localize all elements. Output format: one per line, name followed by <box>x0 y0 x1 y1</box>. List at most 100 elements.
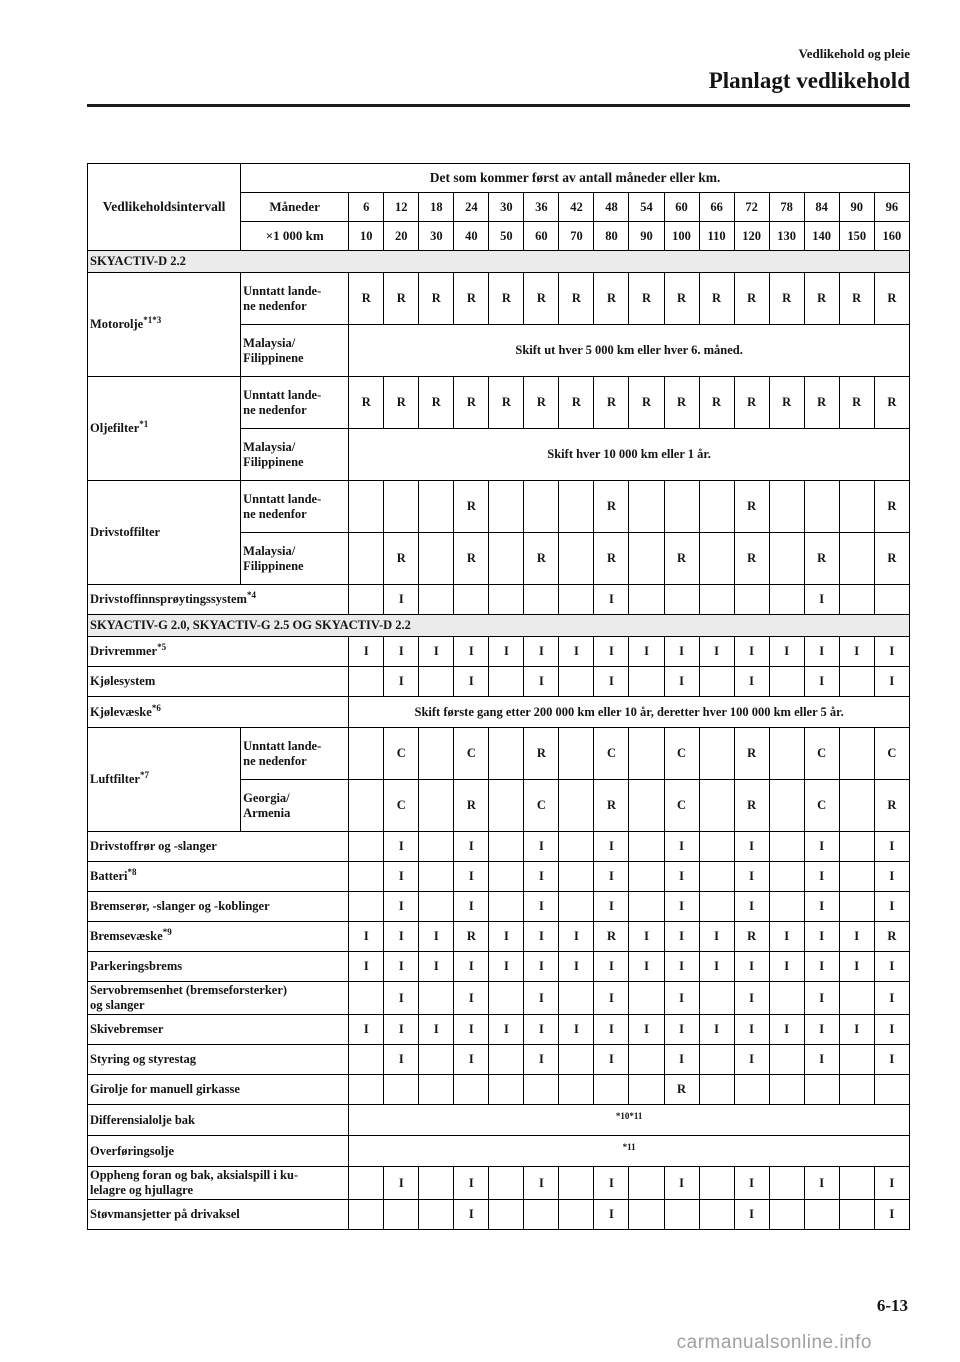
interval-mark: I <box>873 636 911 667</box>
interval-mark: I <box>663 666 700 697</box>
interval-mark: R <box>523 376 560 429</box>
interval-mark <box>628 831 665 862</box>
interval-mark: I <box>593 861 630 892</box>
interval-mark: I <box>733 636 770 667</box>
interval-mark: I <box>663 1166 700 1200</box>
interval-mark: I <box>873 1044 911 1075</box>
row-label: Motorolje*1*3 <box>86 272 242 377</box>
interval-mark <box>453 584 490 615</box>
interval-mark <box>558 1044 595 1075</box>
interval-mark: I <box>593 1199 630 1230</box>
interval-mark: R <box>418 272 455 325</box>
breadcrumb: Vedlikehold og pleie <box>798 46 910 61</box>
interval-mark: I <box>803 831 840 862</box>
interval-mark <box>418 480 455 533</box>
interval-mark: I <box>663 921 700 952</box>
page-number: 6-13 <box>876 1296 908 1315</box>
interval-mark <box>768 1074 805 1105</box>
interval-mark <box>698 779 735 832</box>
interval-mark: I <box>523 636 560 667</box>
table-row: Overføringsolje *11 <box>86 1135 910 1167</box>
interval-mark: I <box>803 584 840 615</box>
interval-mark: I <box>628 636 665 667</box>
month-value: 96 <box>873 192 911 222</box>
interval-note: Skift hver 10 000 km eller 1 år. <box>348 428 910 481</box>
interval-mark <box>558 1166 595 1200</box>
interval-mark: R <box>348 376 385 429</box>
interval-mark: I <box>383 584 420 615</box>
row-label: Oppheng foran og bak, aksialspill i ku-l… <box>86 1166 350 1200</box>
row-label: Drivstoffrør og -slanger <box>86 831 350 862</box>
manual-page: Vedlikehold og pleie Planlagt vedlikehol… <box>86 0 911 1230</box>
interval-mark: I <box>873 981 911 1015</box>
interval-mark <box>838 727 875 780</box>
interval-mark: I <box>838 921 875 952</box>
interval-mark: I <box>348 636 385 667</box>
interval-mark <box>558 861 595 892</box>
interval-mark: I <box>453 1044 490 1075</box>
km-value: 110 <box>698 221 735 251</box>
interval-mark <box>558 779 595 832</box>
interval-mark: I <box>593 1044 630 1075</box>
interval-mark: C <box>663 779 700 832</box>
interval-mark <box>663 1199 700 1230</box>
interval-mark: R <box>558 272 595 325</box>
interval-mark <box>348 1044 385 1075</box>
interval-mark: I <box>558 1014 595 1045</box>
interval-mark: I <box>593 831 630 862</box>
row-label: Drivstoffilter <box>86 480 242 585</box>
interval-mark <box>348 831 385 862</box>
interval-mark: I <box>488 921 525 952</box>
interval-mark <box>873 584 911 615</box>
interval-mark: I <box>663 861 700 892</box>
interval-mark <box>628 666 665 697</box>
km-value: 150 <box>838 221 875 251</box>
row-label: Kjølesystem <box>86 666 350 697</box>
interval-mark <box>838 1166 875 1200</box>
section-label: SKYACTIV-G 2.0, SKYACTIV-G 2.5 OG SKYACT… <box>87 614 910 637</box>
interval-mark: I <box>488 1014 525 1045</box>
row-label: Girolje for manuell girkasse <box>86 1074 350 1105</box>
table-row: Malaysia/Filippinene Skift hver 10 000 km… <box>88 428 910 481</box>
table-row: Støvmansjetter på drivaksel I I I I <box>86 1199 911 1230</box>
maintenance-table-head: Vedlikeholdsintervall Det som kommer førs… <box>86 163 911 251</box>
span-header: Det som kommer først av antall måneder e… <box>240 163 910 193</box>
table-row: Styring og styrestag I I I I I I I I <box>86 1044 911 1075</box>
interval-mark <box>593 1074 630 1105</box>
interval-mark: R <box>873 272 911 325</box>
interval-mark <box>698 1074 735 1105</box>
interval-mark: I <box>838 1014 875 1045</box>
month-value: 24 <box>453 192 490 222</box>
sub-label: Georgia/Armenia <box>240 779 350 832</box>
interval-mark: R <box>803 376 840 429</box>
interval-mark: R <box>698 272 735 325</box>
month-value: 90 <box>838 192 875 222</box>
interval-mark: I <box>733 1044 770 1075</box>
interval-mark: I <box>383 951 420 982</box>
row-label: Drivstoffinnsprøytingssystem*4 <box>86 584 350 615</box>
interval-mark: R <box>523 532 560 585</box>
interval-mark: R <box>453 921 490 952</box>
interval-mark <box>698 891 735 922</box>
header-row-months: Måneder 6 12 18 24 30 36 42 48 54 60 66 72 78 84 90 96 <box>88 192 911 222</box>
interval-mark <box>698 532 735 585</box>
interval-mark <box>698 480 735 533</box>
interval-mark <box>628 584 665 615</box>
interval-mark: R <box>383 272 420 325</box>
interval-mark <box>838 831 875 862</box>
interval-mark: R <box>733 376 770 429</box>
header-row-span: Vedlikeholdsintervall Det som kommer førs… <box>86 163 910 251</box>
interval-mark <box>873 1074 911 1105</box>
row-label: Luftfilter*7 <box>86 727 242 832</box>
interval-mark: I <box>453 951 490 982</box>
interval-mark: I <box>733 1166 770 1200</box>
interval-mark <box>838 779 875 832</box>
interval-mark <box>488 1044 525 1075</box>
table-row: Kjølesystem I I I I I I I I <box>86 666 911 697</box>
interval-mark: R <box>873 376 911 429</box>
interval-mark <box>628 981 665 1015</box>
interval-mark: I <box>593 891 630 922</box>
interval-mark: I <box>733 666 770 697</box>
interval-mark <box>628 1044 665 1075</box>
row-label: Skivebremser <box>86 1014 350 1045</box>
